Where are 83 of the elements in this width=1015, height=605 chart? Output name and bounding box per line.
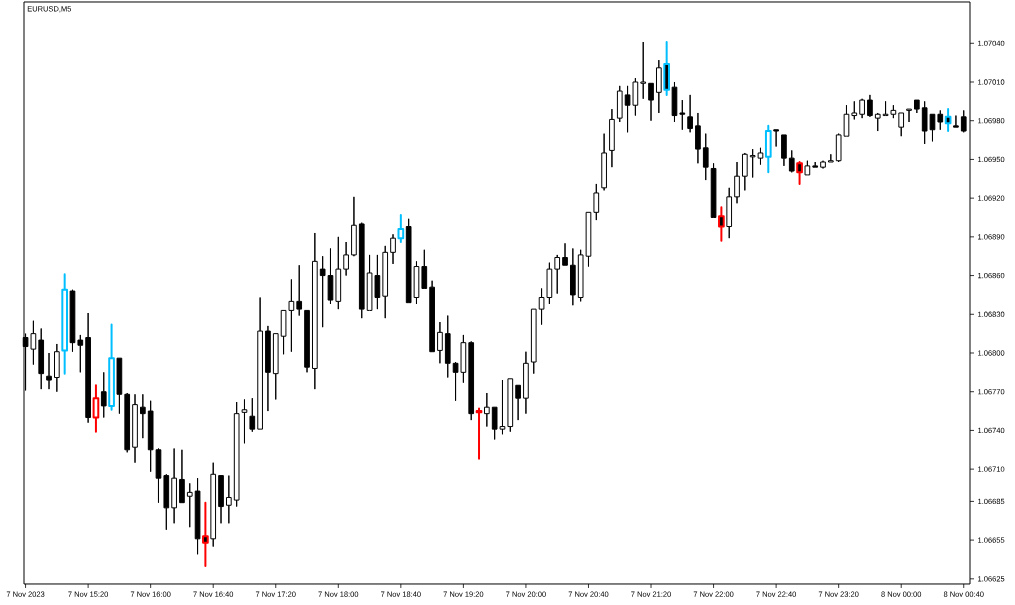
candlestick [382,245,389,319]
candlestick [140,393,146,439]
candlestick [851,100,858,120]
candlestick [530,308,537,375]
candlestick [648,82,654,122]
candlestick [616,85,623,123]
candlestick [953,115,959,128]
candlestick [171,447,177,524]
candlestick [92,384,100,433]
candlestick [397,213,405,244]
candlestick [734,161,740,204]
candlestick [781,134,787,167]
candlestick [421,249,428,289]
candlestick [960,109,967,133]
candlestick [828,153,834,163]
candlestick [944,108,952,133]
candlestick [265,325,271,412]
candlestick [444,315,451,379]
candlestick [179,449,185,504]
candlestick [742,152,748,191]
candlestick [304,309,310,373]
candlestick [937,109,944,131]
candlestick [351,196,357,257]
candlestick [147,400,154,473]
candlestick [249,397,256,433]
candlestick [358,222,365,319]
candlestick [609,108,615,168]
candlestick [218,475,224,524]
candlestick [764,124,772,174]
candlestick [867,94,873,118]
candlestick [913,99,920,114]
candlestick [874,112,881,132]
candlestick [100,371,107,419]
candlestick [468,340,475,421]
candlestick [116,357,123,415]
candlestick [186,482,193,528]
candlestick [812,161,819,168]
candlestick [695,112,701,164]
candlestick [327,247,334,305]
candlestick [687,94,693,133]
candlestick [335,236,342,310]
candlestick [475,407,483,460]
candlestick [132,393,138,464]
candlestick [859,98,865,119]
candlestick [820,160,826,169]
candlestick [296,264,303,317]
candlestick [390,233,396,265]
candlestick [773,129,779,148]
candlestick [257,297,263,430]
candlestick [69,289,76,353]
candlestick [38,327,45,390]
candlestick [429,280,435,353]
candlestick [46,352,52,390]
candlestick [241,398,248,444]
candlestick [593,183,600,221]
candlestick [343,241,349,277]
candlestick [226,475,232,524]
candlestick [484,392,490,428]
candlestick [562,242,568,266]
candlestick [108,323,115,411]
candlestick [319,255,326,328]
candlestick [233,401,240,508]
candlestick [124,392,131,453]
candlestick [54,343,60,393]
candlestick [906,108,912,123]
candlestick [312,232,318,390]
candlestick [85,312,91,424]
candlestick [554,254,561,295]
candlestick [272,333,279,400]
candlestick [640,41,647,100]
candlestick [61,273,69,375]
candlestick [570,247,576,306]
candlestick [507,378,514,433]
candlestick [437,321,443,364]
candlestick [523,351,529,415]
candlestick [155,447,162,504]
candlestick [679,99,686,131]
candlestick [163,473,170,531]
candlestick [77,334,84,373]
candlestick [515,384,521,421]
candlestick [702,133,709,181]
candlestick [601,133,607,191]
candlestick [898,112,905,137]
